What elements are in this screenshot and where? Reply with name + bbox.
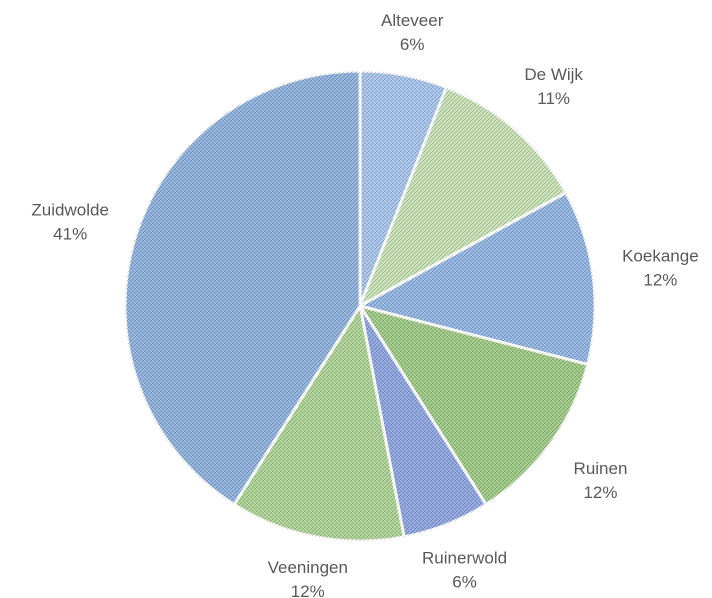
slice-texture: [360, 306, 486, 537]
slice-label: Ruinen: [574, 459, 628, 478]
slice-percent: 12%: [291, 582, 325, 598]
slice-label: Alteveer: [381, 11, 444, 30]
labels: Alteveer 6% De Wijk 11% Koekange 12% Ruinen 12%…: [31, 11, 698, 598]
slice-percent: 41%: [53, 224, 87, 243]
slice-label: Koekange: [622, 247, 699, 266]
slice-percent: 6%: [400, 35, 425, 54]
slice-texture: [360, 306, 588, 505]
slice-texture: [360, 71, 447, 306]
slice-label: De Wijk: [524, 65, 583, 84]
slice-percent: 6%: [452, 573, 477, 592]
slice-label: Veeningen: [268, 558, 348, 577]
slice-percent: 12%: [643, 271, 677, 290]
slice-texture: [360, 192, 595, 365]
slice-label: Zuidwolde: [31, 200, 109, 219]
slice-texture: [125, 71, 360, 505]
slice-percent: 12%: [583, 483, 617, 502]
slice-label: Ruinerwold: [422, 549, 507, 568]
pie: [123, 69, 597, 543]
slice-texture: [234, 306, 405, 541]
slice-texture: [360, 87, 566, 306]
slice-percent: 11%: [537, 89, 570, 108]
